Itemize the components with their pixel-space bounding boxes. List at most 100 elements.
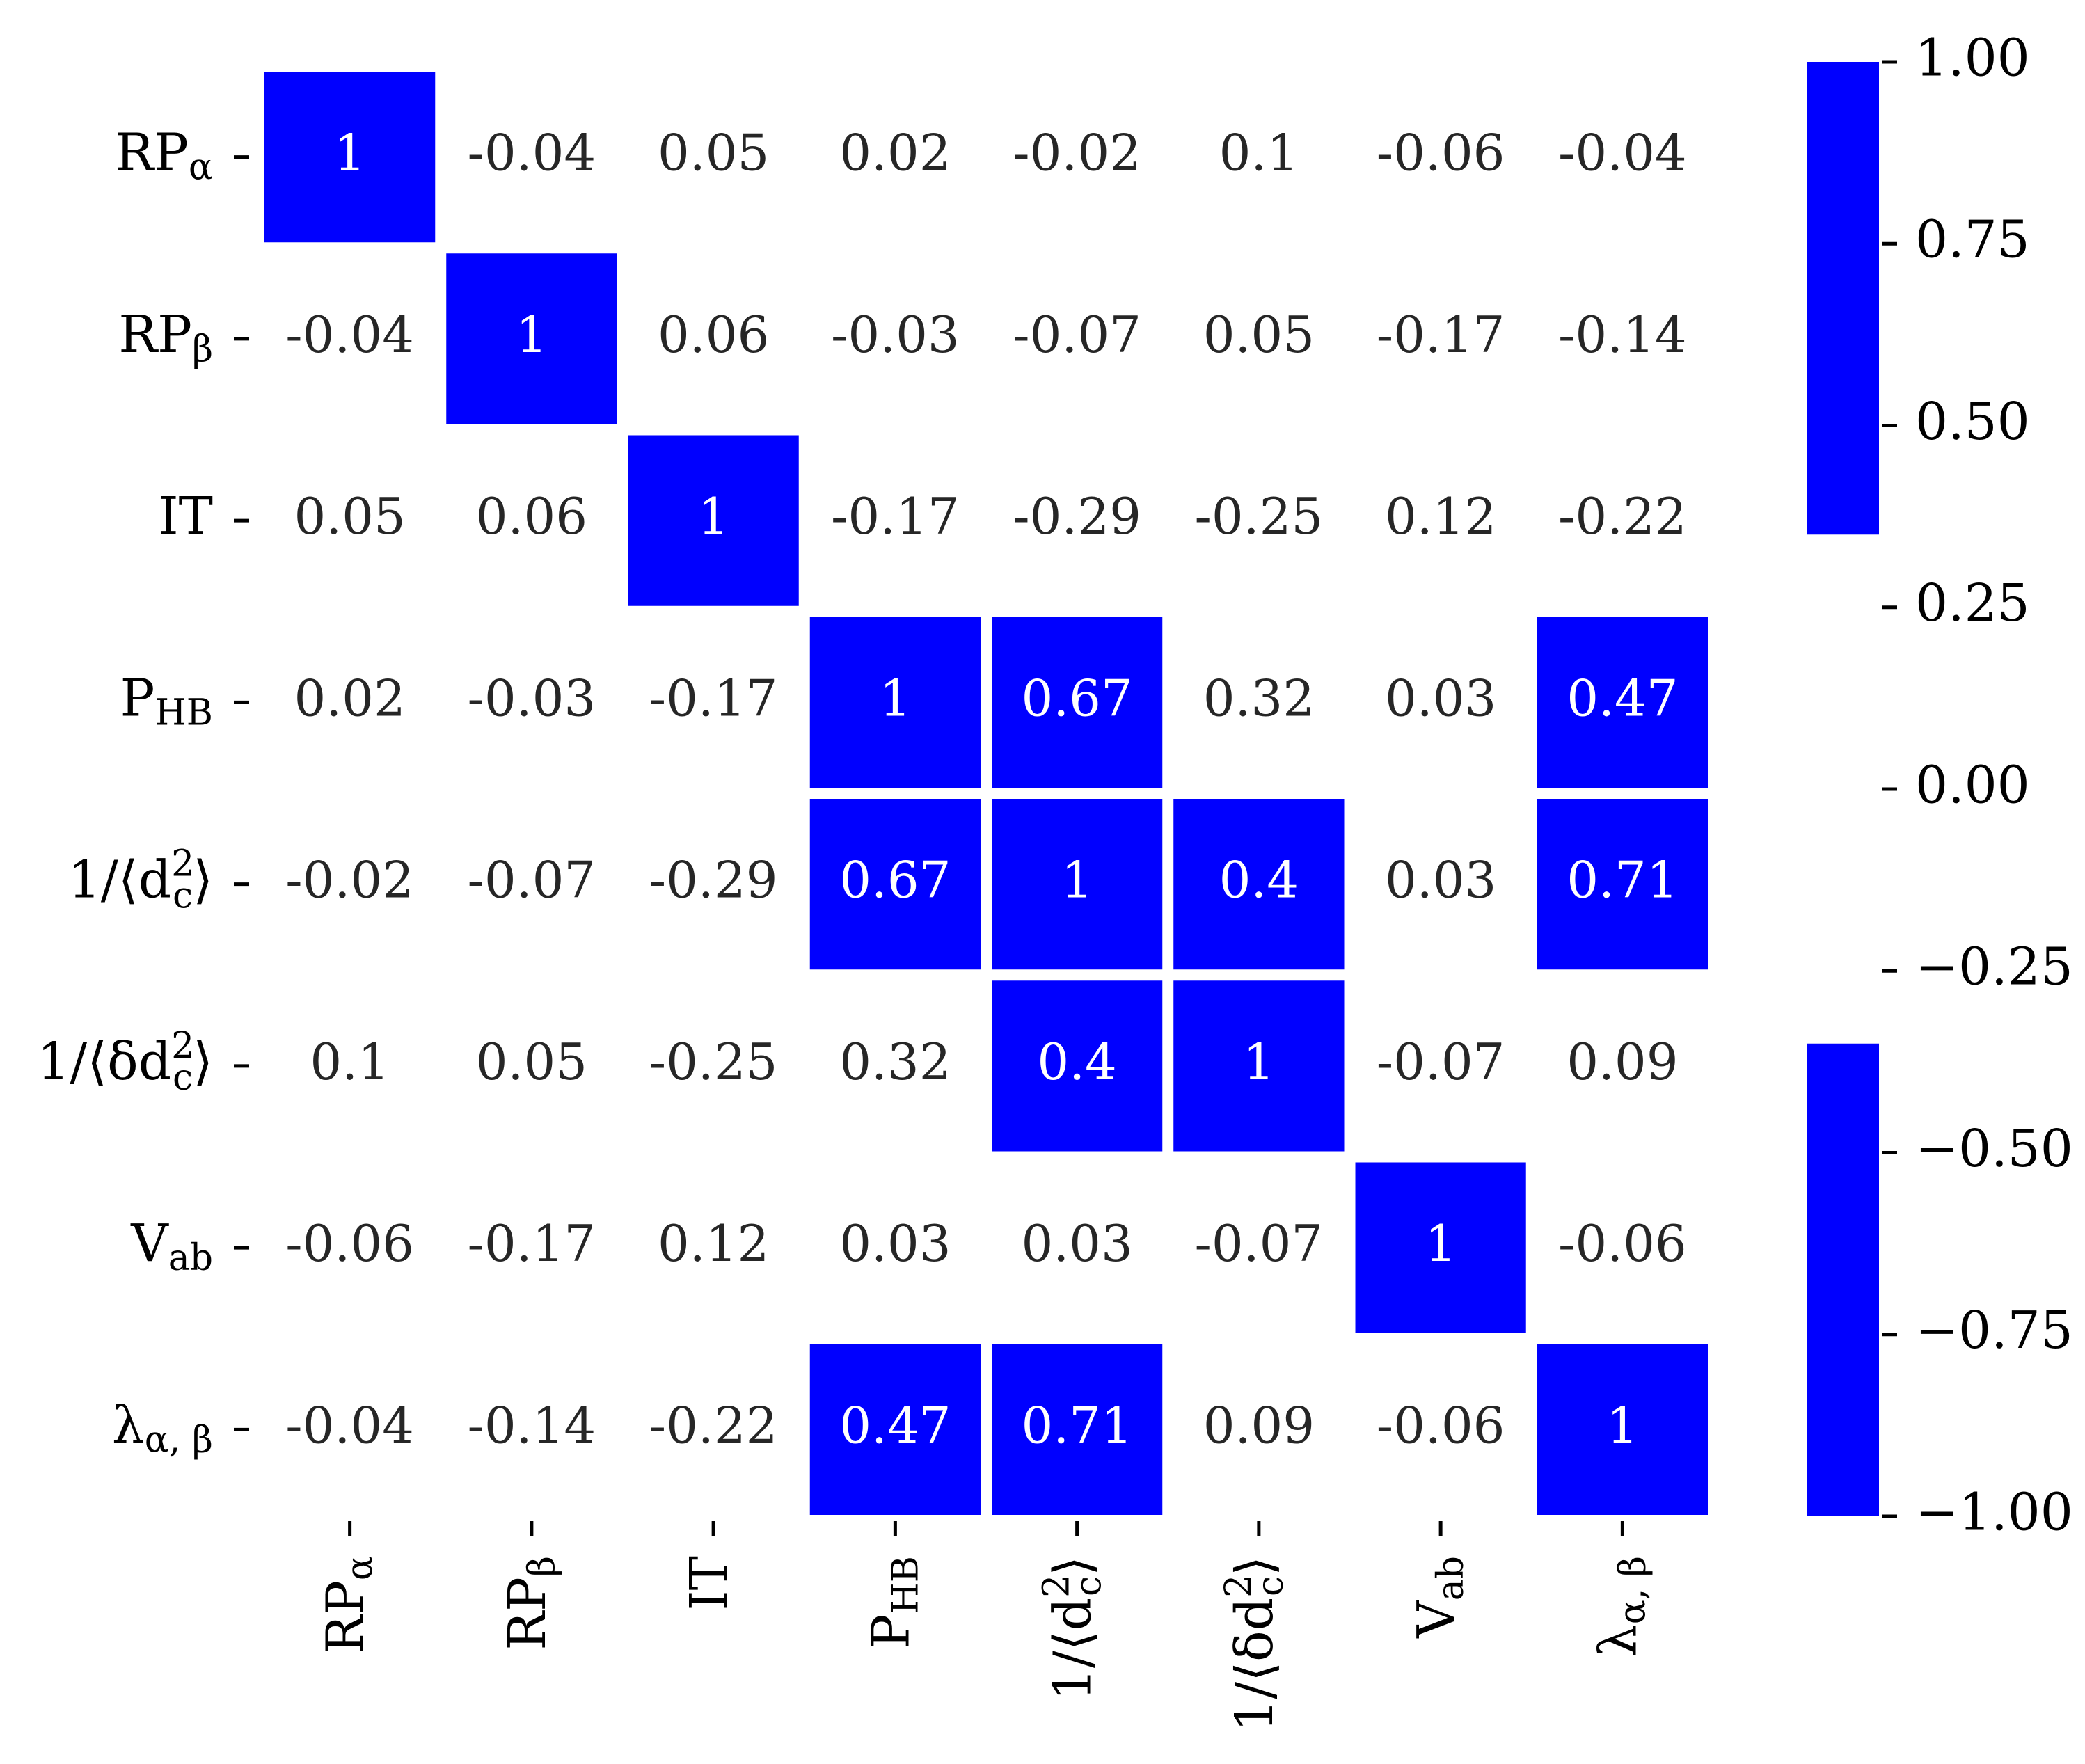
cell-value-lab-invd2: 0.71: [1021, 1396, 1132, 1454]
colorbar-tick-label: −1.00: [1915, 1482, 2073, 1542]
x-label-group: 1/⟨d2c⟩: [1036, 1556, 1109, 1701]
cell-value-invdd2-vab: -0.07: [1377, 1033, 1505, 1091]
cell-value-rpa-invdd2: 0.1: [1219, 124, 1299, 182]
cell-value-rpa-lab: -0.04: [1558, 124, 1687, 182]
axis-label-it: IT: [680, 1556, 740, 1611]
cell-value-vab-vab: 1: [1425, 1214, 1457, 1273]
cell-value-rpb-rpa: -0.04: [285, 305, 414, 364]
colorbar-tick-label: −0.75: [1915, 1301, 2073, 1360]
cell-value-lab-phb: 0.47: [839, 1396, 951, 1454]
cells-layer: 1 -0.04 0.05 0.02 -0.02 0.1 -0.06 -0.04 -0.04 1 0.…: [264, 72, 1708, 1515]
cell-value-invd2-vab: 0.03: [1385, 851, 1496, 909]
cell-value-rpb-invdd2: 0.05: [1203, 305, 1315, 364]
cell-value-invdd2-invdd2: 1: [1243, 1033, 1275, 1091]
axis-label-phb: PHB: [862, 1556, 926, 1648]
cell-value-invdd2-phb: 0.32: [839, 1033, 951, 1091]
cell-value-it-rpb: 0.06: [476, 487, 587, 546]
cell-value-invdd2-rpa: 0.1: [310, 1033, 390, 1091]
cell-value-it-lab: -0.22: [1558, 487, 1687, 546]
cell-value-invdd2-invd2: 0.4: [1037, 1033, 1117, 1091]
cell-value-rpb-lab: -0.14: [1558, 305, 1687, 364]
colorbar-tick-label: −0.50: [1915, 1119, 2073, 1179]
cell-value-invd2-rpb: -0.07: [468, 851, 596, 909]
axis-label-invdd2: 1/⟨δd2c⟩: [1217, 1556, 1291, 1732]
colorbar-segment-1: [1807, 1043, 1879, 1516]
cell-value-rpa-invd2: -0.02: [1013, 124, 1141, 182]
cell-phb-invd2: [992, 617, 1163, 788]
cell-value-vab-invdd2: -0.07: [1195, 1214, 1324, 1273]
x-label-group: 1/⟨δd2c⟩: [1217, 1556, 1291, 1732]
cell-value-vab-invd2: 0.03: [1021, 1214, 1132, 1273]
cell-it-it: [628, 435, 799, 606]
cell-vab-vab: [1355, 1162, 1526, 1333]
cell-value-vab-lab: -0.06: [1558, 1214, 1687, 1273]
cell-phb-lab: [1537, 617, 1708, 788]
axis-label-vab: Vab: [130, 1214, 213, 1279]
cell-value-it-rpa: 0.05: [294, 487, 405, 546]
cell-lab-invd2: [992, 1344, 1163, 1515]
cell-invd2-lab: [1537, 799, 1708, 970]
axis-label-lab: λα, β: [112, 1396, 213, 1461]
cell-value-lab-rpa: -0.04: [285, 1396, 414, 1454]
cell-phb-phb: [809, 617, 981, 788]
axis-label-rpb: RPβ: [118, 305, 213, 370]
cell-value-rpb-it: 0.06: [658, 305, 769, 364]
colorbar: 1.00 0.75 0.50 0.25 0.00 −0.25 −0.50 −0.75 −1.00: [1807, 28, 2073, 1542]
cell-value-rpa-rpb: -0.04: [468, 124, 596, 182]
axis-label-vab: Vab: [1407, 1556, 1472, 1639]
cell-value-invd2-it: -0.29: [649, 851, 778, 909]
cell-value-invd2-invd2: 1: [1061, 851, 1093, 909]
cell-value-rpb-vab: -0.17: [1377, 305, 1505, 364]
cell-value-rpa-rpa: 1: [334, 124, 366, 182]
cell-lab-lab: [1537, 1344, 1708, 1515]
cell-value-phb-it: -0.17: [649, 669, 778, 727]
cell-value-phb-invd2: 0.67: [1021, 669, 1132, 727]
axis-label-phb: PHB: [120, 669, 213, 733]
cell-value-phb-phb: 1: [879, 669, 911, 727]
cell-value-vab-it: 0.12: [658, 1214, 769, 1273]
cell-value-invd2-invdd2: 0.4: [1219, 851, 1299, 909]
cell-invdd2-invd2: [992, 980, 1163, 1152]
cell-value-invd2-rpa: -0.02: [285, 851, 414, 909]
cell-value-it-invdd2: -0.25: [1195, 487, 1324, 546]
cell-value-invdd2-it: -0.25: [649, 1033, 778, 1091]
x-label-group: IT: [680, 1556, 740, 1611]
axis-label-rpa: RPα: [115, 123, 213, 188]
x-label-group: PHB: [862, 1556, 926, 1648]
axis-label-it: IT: [158, 487, 213, 547]
axis-label-rpb: RPβ: [498, 1556, 562, 1651]
cell-value-invdd2-lab: 0.09: [1567, 1033, 1678, 1091]
cell-invd2-invdd2: [1173, 799, 1345, 970]
cell-invd2-phb: [809, 799, 981, 970]
cell-invd2-invd2: [992, 799, 1163, 970]
cell-value-phb-rpb: -0.03: [468, 669, 596, 727]
cell-value-phb-rpa: 0.02: [294, 669, 405, 727]
cell-value-lab-vab: -0.06: [1377, 1396, 1505, 1454]
cell-value-phb-invdd2: 0.32: [1203, 669, 1315, 727]
cell-value-lab-rpb: -0.14: [468, 1396, 596, 1454]
axis-label-invd2: 1/⟨d2c⟩: [1036, 1556, 1109, 1701]
colorbar-tick-label: 0.75: [1915, 210, 2030, 270]
x-label-group: RPα: [316, 1556, 381, 1654]
cell-value-lab-lab: 1: [1606, 1396, 1638, 1454]
colorbar-tick-label: 0.25: [1915, 573, 2030, 633]
axis-label-lab: λα, β: [1589, 1556, 1654, 1657]
cell-value-rpb-rpb: 1: [516, 305, 548, 364]
x-label-group: RPβ: [498, 1556, 562, 1651]
cell-value-invd2-lab: 0.71: [1567, 851, 1678, 909]
x-label-group: λα, β: [1589, 1556, 1654, 1657]
cell-rpb-rpb: [446, 253, 617, 424]
cell-value-rpa-phb: 0.02: [839, 124, 951, 182]
colorbar-tick-label: 0.00: [1915, 755, 2030, 815]
cell-value-vab-phb: 0.03: [839, 1214, 951, 1273]
cell-value-it-it: 1: [697, 487, 729, 546]
cell-value-lab-it: -0.22: [649, 1396, 778, 1454]
cell-value-it-vab: 0.12: [1385, 487, 1496, 546]
cell-value-rpa-it: 0.05: [658, 124, 769, 182]
axis-label-rpa: RPα: [316, 1556, 381, 1654]
cell-invdd2-invdd2: [1173, 980, 1345, 1152]
